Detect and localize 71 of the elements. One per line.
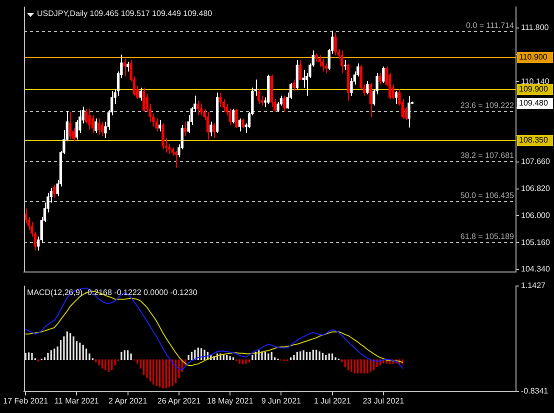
x-tick-label: 11 Mar 2021	[54, 396, 100, 406]
candlestick	[212, 122, 216, 138]
y-tick-label: 106.820	[521, 184, 550, 194]
candlestick	[100, 121, 104, 137]
candlestick	[283, 95, 286, 112]
y-tick-label: 107.660	[521, 157, 550, 166]
candlestick	[123, 58, 126, 77]
candlestick	[98, 118, 100, 136]
candlestick	[206, 111, 210, 140]
candlestick	[242, 118, 244, 129]
candlestick	[344, 60, 346, 70]
candlestick	[196, 100, 200, 116]
ref-line-label: 108.350	[519, 136, 548, 145]
candlestick	[318, 54, 321, 68]
candlestick	[334, 32, 337, 56]
ref-line-label: 23.6 = 109.222	[460, 101, 515, 110]
ref-line-label: 109.900	[519, 84, 548, 94]
candlestick	[162, 122, 164, 150]
candlestick	[210, 121, 212, 137]
x-tick-label: 2 Apr 2021	[108, 396, 148, 406]
candlestick	[408, 96, 410, 128]
candlestick	[235, 108, 238, 129]
candlestick	[296, 60, 298, 90]
ref-line-label: 61.8 = 105.189	[460, 232, 515, 242]
candlestick	[232, 108, 235, 124]
y-tick-label: 106.000	[521, 210, 550, 220]
x-tick-label: 9 Jun 2021	[261, 396, 302, 406]
candlestick	[53, 184, 56, 198]
ref-line-label: 110.900	[519, 52, 548, 62]
candlestick	[158, 120, 162, 132]
candlestick	[350, 78, 353, 96]
candlestick	[366, 80, 369, 95]
y-tick-label: 111.800	[521, 23, 550, 32]
y-tick-label: 105.160	[521, 238, 550, 247]
x-tick-label: 17 Feb 2021	[3, 396, 49, 406]
ref-line-label: 50.0 = 106.435	[460, 191, 515, 200]
chart-title: USDJPY,Daily 109.465 109.517 109.449 109.480	[37, 9, 213, 18]
candlestick	[155, 118, 158, 132]
candlestick	[174, 150, 178, 168]
candlestick	[75, 120, 78, 140]
candlestick	[382, 66, 385, 84]
candlestick	[200, 103, 203, 116]
y-tick-label: -0.8341	[521, 386, 549, 396]
candlestick	[378, 72, 382, 85]
candlestick	[68, 111, 72, 140]
y-tick-label: 1.1427	[521, 281, 546, 290]
candlestick	[228, 108, 232, 126]
candlestick	[257, 88, 260, 104]
candlestick	[324, 62, 328, 74]
annotation: 109.480	[519, 98, 548, 108]
candlestick	[369, 82, 372, 118]
y-tick-label: 110.140	[521, 76, 550, 86]
candlestick	[394, 90, 398, 104]
candlestick	[139, 87, 142, 102]
candlestick	[299, 60, 302, 80]
candlestick	[219, 92, 222, 108]
candlestick	[340, 50, 344, 74]
candlestick	[88, 108, 91, 130]
x-tick-label: 26 Apr 2021	[157, 396, 202, 406]
x-tick-label: 23 Jul 2021	[362, 396, 405, 406]
candlestick	[321, 58, 324, 72]
x-tick-label: 18 May 2021	[206, 396, 254, 406]
candlestick	[292, 79, 296, 92]
ref-line-label: 38.2 = 107.681	[460, 151, 515, 160]
x-tick-label: 1 Jul 2021	[314, 396, 352, 406]
ref-line-label: 0.0 = 111.714	[466, 21, 515, 30]
candlestick	[142, 87, 146, 112]
candlestick	[238, 118, 241, 132]
candlestick	[302, 69, 305, 88]
candlestick	[94, 118, 98, 134]
y-tick-label: 104.340	[521, 264, 550, 274]
